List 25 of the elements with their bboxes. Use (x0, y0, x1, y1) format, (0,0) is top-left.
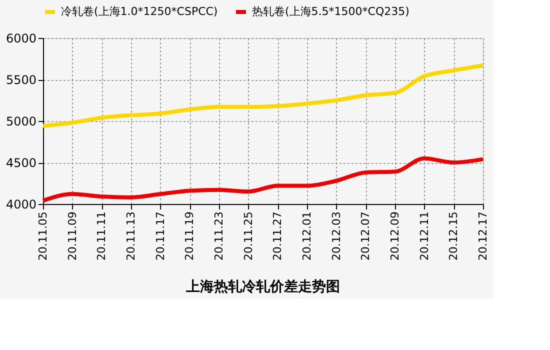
x-tick-label: 20.11.19 (183, 212, 196, 260)
x-tick-label: 20.11.25 (242, 212, 255, 260)
x-tick-label: 20.12.09 (388, 212, 402, 260)
x-tick-label: 20.11.11 (95, 212, 108, 260)
x-tick-label: 20.12.01 (300, 212, 314, 260)
y-tick-label: 5500 (6, 73, 36, 87)
x-tick-label: 20.11.27 (271, 212, 284, 260)
x-tick-label: 20.11.17 (154, 212, 167, 260)
y-tick-label: 4500 (6, 156, 36, 170)
x-tick-label: 20.11.09 (66, 212, 79, 260)
legend-label: 冷轧卷(上海1.0*1250*CSPCC) (61, 5, 218, 18)
y-tick-label: 6000 (6, 32, 36, 46)
x-tick-label: 20.12.03 (330, 212, 343, 260)
x-tick-label: 20.12.11 (418, 212, 431, 260)
x-tick-label: 20.11.13 (124, 212, 138, 260)
legend-label: 热轧卷(上海5.5*1500*CQ235) (252, 5, 410, 18)
x-tick-label: 20.11.05 (36, 212, 50, 260)
x-tick-label: 20.12.07 (359, 212, 372, 260)
x-tick-label: 20.11.23 (212, 212, 226, 260)
x-tick-label: 20.12.17 (476, 212, 490, 260)
y-tick-label: 4000 (6, 198, 36, 212)
line-series (41, 63, 485, 128)
x-tick-label: 20.12.15 (447, 212, 460, 260)
y-tick-label: 5000 (6, 114, 36, 128)
text: 上海热轧冷轧价差走势图 (185, 278, 340, 295)
